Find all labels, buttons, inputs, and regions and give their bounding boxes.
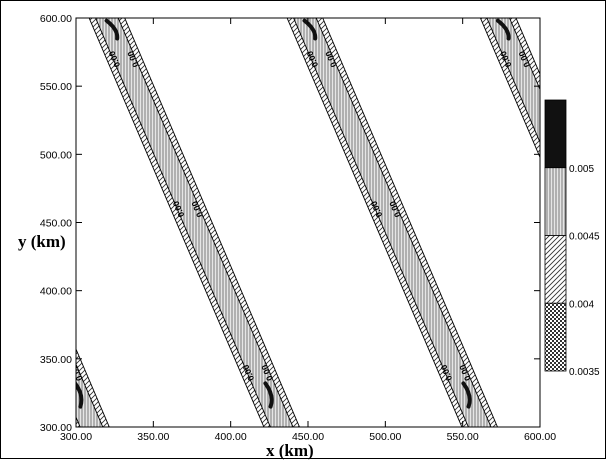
y-tick-label: 550.00 [40, 81, 72, 93]
contour-peak-4-top [495, 18, 511, 41]
colorbar-segment [544, 167, 567, 236]
contour-peak-3-top [302, 18, 318, 41]
y-tick-label: 350.00 [40, 354, 72, 366]
contour-value-label: 0.00 [0, 199, 15, 218]
contour-value-label: 0.00 [50, 363, 66, 382]
y-axis-ticks: 300.00 350.00 400.00 450.00 500.00 550.00 600.… [40, 13, 540, 434]
contour-band-inner-1 [76, 363, 104, 427]
x-axis-ticks: 300.00 350.00 400.00 450.00 500.00 550.00 600.… [60, 18, 556, 443]
x-tick-label: 300.00 [60, 431, 92, 443]
contour-bands [76, 18, 540, 427]
colorbar: 0.005 0.0045 0.004 0.0035 [544, 99, 600, 378]
contour-band-outer-4 [479, 18, 540, 159]
x-tick-label: 600.00 [524, 431, 556, 443]
y-tick-label: 450.00 [40, 218, 72, 230]
contour-peak-2-bottom [263, 381, 274, 409]
contour-value-label: 0.00 [69, 363, 85, 382]
x-axis-label: x (km) [266, 441, 314, 460]
contour-value-label: 0.00 [580, 199, 596, 218]
y-tick-label: 600.00 [40, 13, 72, 25]
x-tick-label: 450.00 [292, 431, 324, 443]
y-tick-label: 500.00 [40, 149, 72, 161]
contour-peak-2-top [104, 18, 120, 41]
contour-band-inner-4 [486, 18, 540, 144]
colorbar-tick-label: 0.0035 [569, 367, 600, 378]
colorbar-segment [544, 302, 567, 372]
colorbar-tick-label: 0.0045 [569, 232, 600, 243]
x-tick-label: 550.00 [447, 431, 479, 443]
contour-band-inner-3 [293, 18, 492, 427]
contour-band-inner-2 [95, 18, 294, 427]
colorbar-tick-label: 0.005 [569, 164, 594, 175]
x-tick-label: 350.00 [137, 431, 169, 443]
x-tick-label: 500.00 [369, 431, 401, 443]
x-tick-label: 400.00 [215, 431, 247, 443]
y-tick-label: 300.00 [40, 422, 72, 434]
colorbar-segment [544, 99, 567, 169]
colorbar-segment [544, 235, 567, 304]
y-axis-label: y (km) [18, 232, 66, 251]
contour-peak-3-bottom [461, 381, 472, 409]
contour-blobs [76, 18, 511, 409]
y-tick-label: 400.00 [40, 286, 72, 298]
colorbar-tick-label: 0.004 [569, 299, 594, 310]
